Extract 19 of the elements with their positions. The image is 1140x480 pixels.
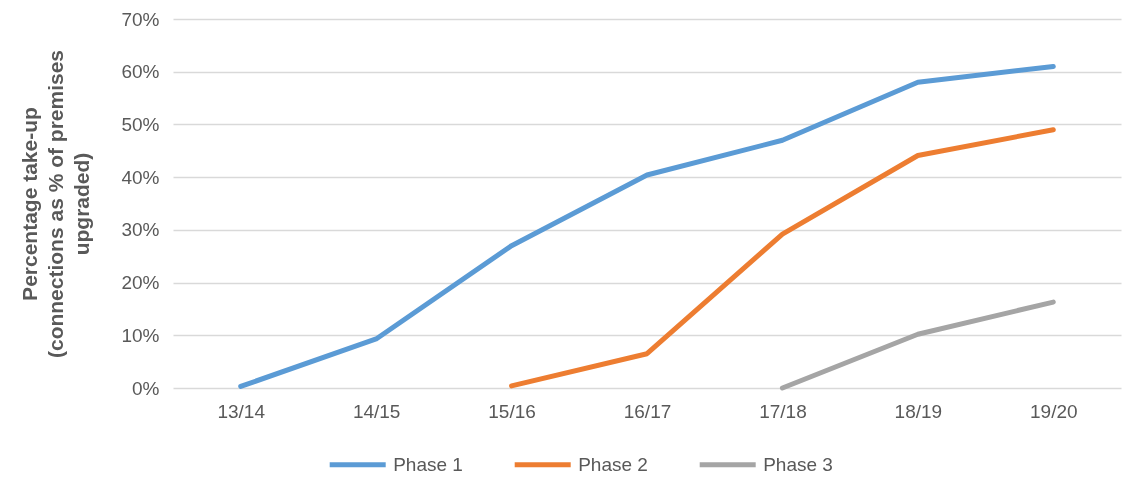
y-tick-label: 50% bbox=[121, 113, 160, 135]
y-tick-label: 40% bbox=[121, 166, 160, 188]
y-tick-label: 30% bbox=[121, 219, 160, 241]
x-tick-label: 16/17 bbox=[623, 400, 672, 422]
x-tick-label: 17/18 bbox=[759, 400, 807, 422]
x-tick-label: 15/16 bbox=[488, 400, 536, 422]
y-tick-label: 60% bbox=[121, 61, 160, 83]
y-tick-label: 70% bbox=[121, 8, 160, 30]
y-tick-label: 0% bbox=[132, 377, 160, 399]
y-axis-title: Percentage take-up (connections as % of premises upgraded) bbox=[18, 49, 94, 359]
x-tick-label: 14/15 bbox=[352, 400, 401, 422]
legend-label: Phase 2 bbox=[578, 453, 648, 475]
x-tick-label: 18/19 bbox=[894, 400, 943, 422]
x-tick-label: 13/14 bbox=[217, 400, 266, 422]
legend-label: Phase 3 bbox=[763, 453, 833, 475]
y-tick-label: 10% bbox=[121, 324, 160, 346]
legend-label: Phase 1 bbox=[393, 453, 463, 475]
y-tick-label: 20% bbox=[121, 272, 160, 294]
x-tick-label: 19/20 bbox=[1030, 400, 1078, 422]
